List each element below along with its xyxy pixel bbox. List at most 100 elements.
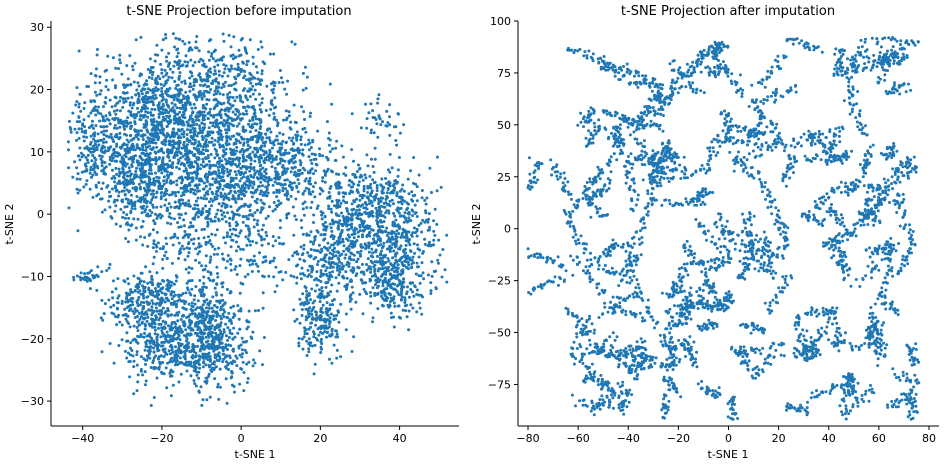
scatter-point xyxy=(145,79,149,83)
scatter-point xyxy=(352,236,356,240)
scatter-point xyxy=(157,179,160,183)
scatter-point xyxy=(129,110,133,114)
scatter-point xyxy=(371,165,375,168)
scatter-point xyxy=(201,398,205,402)
scatter-point xyxy=(325,281,329,285)
scatter-point xyxy=(325,301,329,305)
scatter-point xyxy=(205,85,209,89)
scatter-point xyxy=(198,127,202,130)
scatter-point xyxy=(178,110,182,114)
scatter-point xyxy=(213,219,217,223)
scatter-point xyxy=(299,135,303,139)
scatter-point xyxy=(374,206,378,210)
scatter-point xyxy=(347,212,351,216)
scatter-point xyxy=(394,244,398,248)
scatter-point xyxy=(231,53,235,57)
scatter-point xyxy=(209,54,213,58)
scatter-point xyxy=(375,221,379,225)
scatter-point xyxy=(401,271,405,275)
scatter-point xyxy=(374,250,378,254)
scatter-point xyxy=(225,167,229,171)
scatter-point xyxy=(285,92,289,96)
scatter-point xyxy=(101,125,105,129)
scatter-point xyxy=(368,277,372,281)
scatter-point xyxy=(281,186,285,190)
scatter-point xyxy=(248,209,252,212)
scatter-point xyxy=(298,321,302,325)
scatter-point xyxy=(323,319,327,323)
scatter-point xyxy=(355,188,359,192)
scatter-point xyxy=(205,306,208,310)
scatter-point xyxy=(227,84,231,88)
scatter-point xyxy=(106,88,110,92)
scatter-point xyxy=(373,263,377,267)
scatter-point xyxy=(153,222,157,226)
scatter-point xyxy=(150,107,154,111)
scatter-point xyxy=(92,144,96,148)
scatter-point xyxy=(400,288,404,292)
scatter-point xyxy=(120,189,124,193)
scatter-point xyxy=(413,251,417,255)
scatter-point xyxy=(388,231,392,235)
scatter-point xyxy=(155,309,159,313)
scatter-point xyxy=(128,303,132,307)
scatter-point xyxy=(113,126,116,130)
scatter-point xyxy=(312,257,316,261)
scatter-point xyxy=(149,147,153,151)
scatter-point xyxy=(148,132,152,136)
scatter-point xyxy=(233,87,237,91)
scatter-point xyxy=(189,374,193,378)
scatter-point xyxy=(289,194,293,198)
scatter-point xyxy=(392,221,396,225)
scatter-point xyxy=(278,69,282,72)
scatter-point xyxy=(279,201,283,205)
scatter-point xyxy=(222,118,226,122)
scatter-point xyxy=(140,170,143,173)
scatter-point xyxy=(215,189,219,193)
scatter-point xyxy=(130,163,134,167)
scatter-point xyxy=(222,145,225,149)
scatter-point xyxy=(406,285,409,289)
scatter-point xyxy=(178,59,182,63)
scatter-point xyxy=(344,328,348,332)
scatter-point xyxy=(94,124,98,128)
scatter-point xyxy=(272,112,276,115)
scatter-point xyxy=(247,122,250,126)
scatter-point xyxy=(118,320,122,324)
scatter-point xyxy=(387,279,391,283)
scatter-point xyxy=(323,225,327,229)
scatter-point xyxy=(179,156,183,160)
scatter-point xyxy=(171,143,175,147)
scatter-point xyxy=(191,305,195,309)
scatter-point xyxy=(194,354,198,358)
scatter-point xyxy=(414,211,418,215)
scatter-point xyxy=(218,121,222,125)
scatter-point xyxy=(111,138,115,142)
scatter-point xyxy=(319,340,323,344)
scatter-point xyxy=(251,92,255,96)
scatter-point xyxy=(323,253,327,257)
scatter-point xyxy=(211,295,215,299)
scatter-point xyxy=(225,135,229,138)
scatter-point xyxy=(327,257,331,261)
scatter-point xyxy=(194,285,198,289)
scatter-point xyxy=(189,128,192,132)
scatter-point xyxy=(376,224,380,228)
scatter-point xyxy=(262,336,266,339)
scatter-point xyxy=(384,272,388,276)
scatter-point xyxy=(258,136,262,140)
scatter-point xyxy=(183,60,187,64)
scatter-point xyxy=(323,214,327,218)
scatter-point xyxy=(430,191,433,194)
scatter-point xyxy=(213,69,217,73)
scatter-point xyxy=(269,130,273,134)
scatter-point xyxy=(98,92,102,96)
scatter-point xyxy=(373,270,377,273)
scatter-point xyxy=(194,114,198,118)
scatter-point xyxy=(261,136,265,140)
scatter-point xyxy=(182,135,186,139)
scatter-point xyxy=(358,292,362,296)
scatter-point xyxy=(400,261,404,264)
scatter-point xyxy=(146,141,150,145)
scatter-point xyxy=(137,100,141,104)
